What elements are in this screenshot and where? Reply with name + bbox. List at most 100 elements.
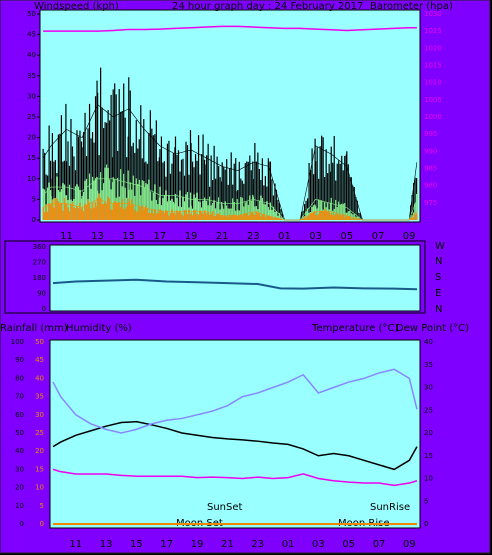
temp-y-tick: 25 (424, 406, 433, 414)
compass-e: E (435, 288, 441, 299)
humidity-y-tick: 80 (15, 374, 24, 382)
wind-y-tick: 40 (27, 51, 36, 59)
dir-y-tick: 360 (33, 243, 46, 251)
wind-y-tick: 25 (27, 113, 36, 121)
temperature-axis-title: Temperature (°C) (311, 323, 398, 334)
rain-y-tick: 35 (35, 393, 44, 401)
baro-y-tick: 990 (424, 147, 437, 155)
x-tick-label: 07 (373, 539, 386, 550)
temp-y-tick: 40 (424, 338, 433, 346)
rain-y-tick: 0 (40, 520, 44, 528)
direction-plot-area (49, 244, 421, 312)
sunset-label: SunSet (207, 502, 243, 513)
wind-line-wind_avg (42, 178, 418, 221)
humidity-line (52, 368, 418, 434)
wind-y-tick: 20 (27, 134, 36, 142)
humidity-y-tick: 60 (15, 411, 24, 419)
compass-n2: N (435, 304, 442, 315)
rain-y-tick: 10 (35, 484, 44, 492)
compass-n: N (435, 256, 442, 267)
dir-y-tick: 0 (42, 305, 46, 313)
rain-y-tick: 15 (35, 465, 44, 473)
x-tick-label: 19 (185, 231, 198, 242)
baro-y-tick: 1030 (424, 10, 442, 18)
series-wind_rain (42, 193, 418, 221)
x-tick-label: 07 (372, 231, 385, 242)
baro-y-tick: 1015 (424, 62, 442, 70)
dir-y-tick: 270 (33, 259, 46, 267)
humidity-y-tick: 10 (15, 502, 24, 510)
x-tick-label: 03 (309, 231, 322, 242)
rain-y-tick: 40 (35, 374, 44, 382)
wind-y-tick: 45 (27, 31, 36, 39)
humidity-y-tick: 20 (15, 484, 24, 492)
humidity-y-tick: 40 (15, 447, 24, 455)
wind-y-tick: 35 (27, 72, 36, 80)
wind-line-wind_gust (42, 104, 418, 221)
barometer-axis-title: Barometer (hpa) (370, 1, 453, 12)
x-tick-label: 05 (342, 539, 355, 550)
x-axis-labels: 11 11 13 13 15 15 17 17 19 19 21 21 23 23 01 01 03 03 05 05… (60, 231, 416, 550)
temp-y-tick: 5 (424, 497, 428, 505)
sunrise-label: SunRise (370, 502, 410, 513)
x-tick-label: 23 (247, 231, 260, 242)
humidity-axis-title: Humidity (%) (66, 323, 132, 334)
temp-y-tick: 20 (424, 429, 433, 437)
wind-chart: 0510152025303540455097598098599099510001… (27, 10, 442, 224)
humidity-y-tick: 30 (15, 465, 24, 473)
x-tick-label: 21 (221, 539, 234, 550)
x-tick-label: 23 (251, 539, 264, 550)
dir-y-tick: 180 (33, 274, 46, 282)
baro-y-tick: 985 (424, 165, 437, 173)
x-tick-label: 09 (403, 539, 416, 550)
humidity-y-tick: 90 (15, 356, 24, 364)
baro-y-tick: 1005 (424, 96, 442, 104)
x-tick-label: 13 (91, 231, 104, 242)
dewpoint-axis-title: Dew Point (°C) (396, 323, 469, 334)
x-tick-label: 11 (69, 539, 82, 550)
rain-y-tick: 30 (35, 411, 44, 419)
wind-y-tick: 5 (32, 195, 36, 203)
compass-s: S (435, 272, 441, 283)
rain-y-tick: 25 (35, 429, 44, 437)
chart-title: 24 hour graph day : 24 February 2017 (172, 1, 363, 12)
temperature-chart: 0102030405060708090100051015202530354045… (11, 338, 433, 528)
rain-y-tick: 20 (35, 447, 44, 455)
x-tick-label: 17 (154, 231, 167, 242)
temp-y-tick: 35 (424, 361, 433, 369)
x-tick-label: 05 (340, 231, 353, 242)
compass-w: W (435, 241, 445, 252)
baro-y-tick: 995 (424, 130, 437, 138)
rain-y-tick: 50 (35, 338, 44, 346)
x-tick-label: 01 (282, 539, 295, 550)
x-tick-label: 13 (100, 539, 113, 550)
baro-y-tick: 975 (424, 199, 437, 207)
wind-y-tick: 30 (27, 92, 36, 100)
x-tick-label: 03 (312, 539, 325, 550)
barometer-line (43, 25, 417, 32)
temp-y-tick: 30 (424, 384, 433, 392)
baro-y-tick: 980 (424, 182, 437, 190)
baro-y-tick: 1000 (424, 113, 442, 121)
x-tick-label: 17 (160, 539, 173, 550)
direction-chart: 0 90 180 270 360 (33, 243, 417, 313)
rainfall-axis-title: Rainfall (mm) (0, 323, 68, 334)
dir-y-tick: 90 (37, 290, 46, 298)
humidity-y-tick: 0 (20, 520, 24, 528)
baro-y-tick: 1025 (424, 27, 442, 35)
humidity-y-tick: 70 (15, 393, 24, 401)
temperature-line (52, 420, 418, 471)
x-tick-label: 15 (122, 231, 135, 242)
wind-y-tick: 15 (27, 154, 36, 162)
temp-y-tick: 10 (424, 475, 433, 483)
x-tick-label: 11 (60, 231, 73, 242)
baro-y-tick: 1020 (424, 44, 442, 52)
humidity-y-tick: 50 (15, 429, 24, 437)
wind-axis-title: Windspeed (kph) (34, 1, 119, 12)
direction-line (52, 278, 417, 291)
x-tick-label: 19 (191, 539, 204, 550)
x-tick-label: 01 (278, 231, 291, 242)
wind-line-wind_rain (42, 199, 418, 221)
